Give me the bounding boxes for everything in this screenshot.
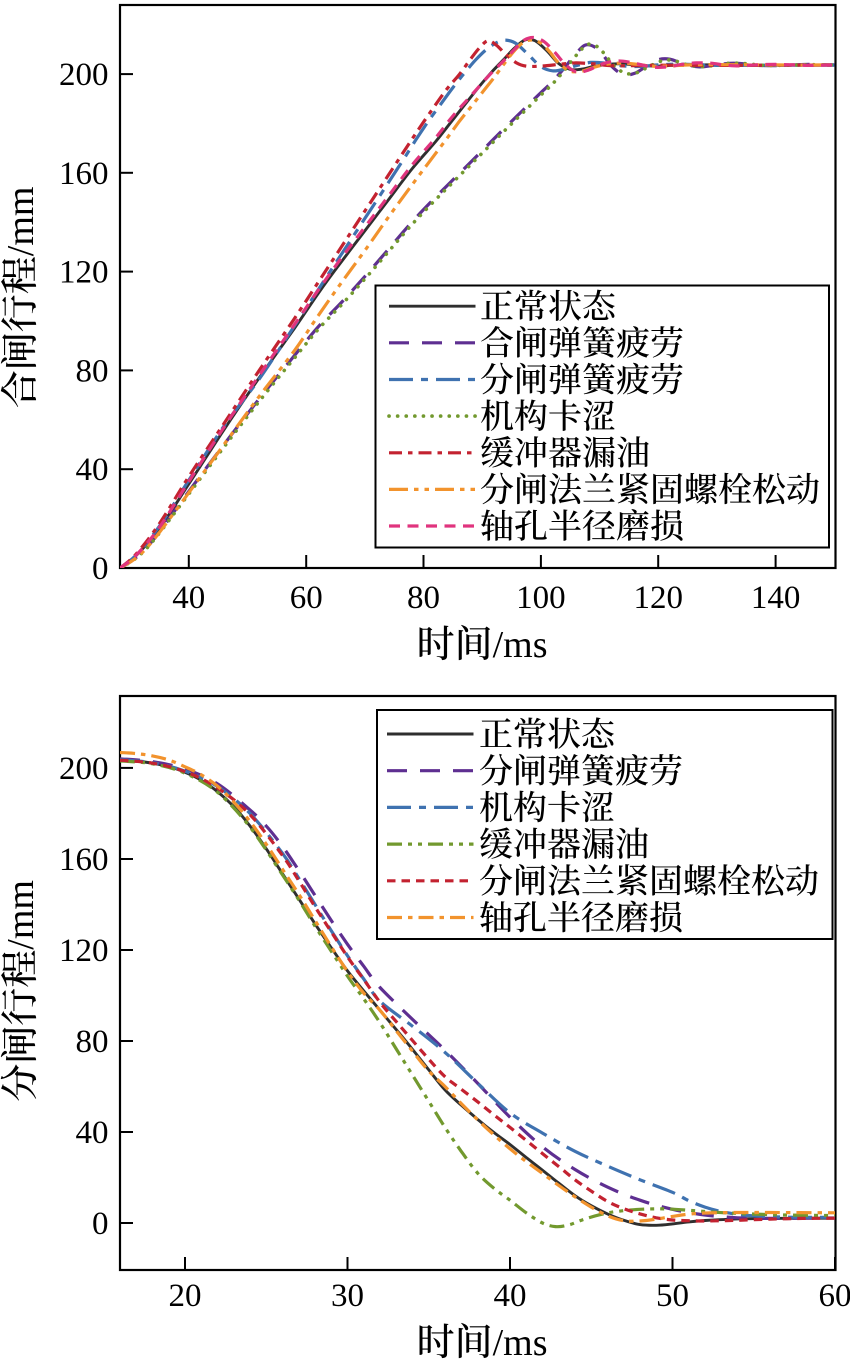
svg-text:120: 120	[59, 933, 109, 969]
svg-text:140: 140	[751, 580, 801, 616]
svg-text:160: 160	[59, 156, 109, 192]
svg-text:160: 160	[59, 842, 109, 878]
svg-text:120: 120	[633, 580, 683, 616]
svg-text:40: 40	[76, 1115, 109, 1151]
svg-text:120: 120	[59, 255, 109, 291]
svg-text:60: 60	[290, 580, 323, 616]
svg-text:0: 0	[92, 1206, 109, 1242]
svg-text:40: 40	[494, 1278, 527, 1314]
svg-text:/mm: /mm	[0, 880, 42, 950]
svg-text:200: 200	[59, 751, 109, 787]
svg-text:60: 60	[819, 1278, 850, 1314]
svg-text:20: 20	[169, 1278, 202, 1314]
svg-text:40: 40	[76, 452, 109, 488]
svg-text:200: 200	[59, 57, 109, 93]
svg-text:100: 100	[516, 580, 566, 616]
svg-text:/mm: /mm	[0, 187, 42, 257]
svg-text:80: 80	[76, 353, 109, 389]
svg-text:0: 0	[92, 551, 109, 587]
svg-text:/ms: /ms	[493, 624, 548, 666]
svg-text:80: 80	[407, 580, 440, 616]
svg-text:30: 30	[331, 1278, 364, 1314]
svg-text:40: 40	[172, 580, 205, 616]
svg-text:/ms: /ms	[493, 1322, 548, 1363]
svg-text:80: 80	[76, 1024, 109, 1060]
svg-text:50: 50	[656, 1278, 689, 1314]
